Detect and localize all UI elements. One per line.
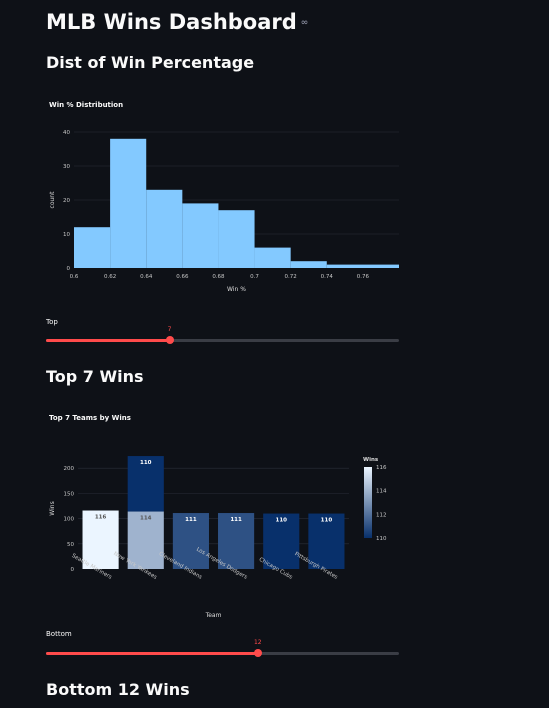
hist-x-tick: 0.68 bbox=[212, 274, 225, 280]
team-bar bbox=[263, 513, 300, 569]
bottom-slider-label: Bottom bbox=[46, 630, 72, 638]
hist-bar bbox=[146, 189, 183, 268]
top-slider-label: Top bbox=[46, 318, 58, 326]
colorbar bbox=[364, 467, 372, 538]
hist-bar bbox=[218, 210, 255, 268]
section-header-distribution: Dist of Win Percentage bbox=[46, 53, 255, 72]
bar-y-tick: 100 bbox=[64, 517, 75, 523]
histogram-title: Win % Distribution bbox=[49, 101, 124, 109]
colorbar-tick: 110 bbox=[376, 536, 387, 542]
hist-y-tick: 30 bbox=[63, 164, 70, 170]
bar-value-label: 116 bbox=[95, 515, 107, 521]
team-bar bbox=[127, 456, 164, 512]
bar-value-label: 111 bbox=[230, 517, 242, 523]
hist-bar bbox=[182, 203, 219, 268]
hist-y-tick: 20 bbox=[63, 198, 70, 204]
bar-y-axis-label: Wins bbox=[49, 501, 56, 515]
bar-chart-title: Top 7 Teams by Wins bbox=[49, 414, 131, 422]
hist-bar bbox=[290, 261, 327, 268]
colorbar-title: Wins bbox=[363, 457, 379, 463]
hist-x-tick: 0.6 bbox=[70, 274, 79, 280]
bar-value-label: 110 bbox=[276, 518, 288, 524]
hist-y-axis-label: count bbox=[49, 191, 56, 209]
bar-value-label: 114 bbox=[140, 516, 152, 522]
bar-y-tick: 200 bbox=[64, 466, 75, 472]
colorbar-tick: 112 bbox=[376, 512, 387, 518]
hist-x-axis-label: Win % bbox=[227, 286, 246, 293]
bottom-slider-fill bbox=[46, 652, 258, 655]
section-header-bottom: Bottom 12 Wins bbox=[46, 680, 190, 699]
hist-y-tick: 40 bbox=[63, 130, 70, 136]
hist-x-tick: 0.72 bbox=[285, 274, 297, 280]
bar-y-tick: 150 bbox=[64, 491, 75, 497]
hist-x-tick: 0.66 bbox=[176, 274, 189, 280]
top-slider-fill bbox=[46, 339, 170, 342]
bar-value-label: 110 bbox=[140, 460, 152, 466]
team-bar bbox=[172, 513, 209, 569]
bar-y-tick: 50 bbox=[67, 542, 74, 548]
histogram-chart[interactable]: 0 10 20 30 40 0.6 0.62 0.64 0.66 0.68 0.7 0.72 0.74 0… bbox=[40, 120, 410, 300]
hist-x-tick: 0.64 bbox=[140, 274, 153, 280]
top-slider-thumb[interactable] bbox=[165, 336, 174, 344]
top-slider-value: 7 bbox=[167, 326, 172, 333]
team-bar bbox=[308, 513, 345, 569]
hist-y-tick: 10 bbox=[63, 232, 70, 238]
bottom-slider-thumb[interactable] bbox=[253, 649, 262, 657]
hist-bar bbox=[110, 138, 147, 268]
page-title: MLB Wins Dashboard ∞ bbox=[46, 10, 308, 34]
hist-x-tick: 0.62 bbox=[104, 274, 116, 280]
section-header-top: Top 7 Wins bbox=[46, 367, 144, 386]
hist-x-tick: 0.7 bbox=[250, 274, 259, 280]
team-bar bbox=[218, 513, 255, 569]
bar-x-axis-label: Team bbox=[205, 612, 222, 619]
bar-value-label: 110 bbox=[321, 518, 333, 524]
team-bar bbox=[127, 511, 164, 569]
team-bar bbox=[82, 510, 119, 569]
top-slider[interactable]: 7 bbox=[46, 326, 399, 344]
colorbar-tick: 116 bbox=[376, 465, 387, 471]
hist-bar bbox=[74, 227, 111, 268]
page-title-text: MLB Wins Dashboard bbox=[46, 10, 297, 34]
colorbar-tick: 114 bbox=[376, 489, 387, 495]
bar-y-tick: 0 bbox=[71, 567, 75, 573]
hist-bar bbox=[254, 247, 291, 268]
hist-x-tick: 0.74 bbox=[321, 274, 334, 280]
hist-x-tick: 0.76 bbox=[357, 274, 370, 280]
hist-y-tick: 0 bbox=[67, 266, 71, 272]
link-icon[interactable]: ∞ bbox=[300, 18, 309, 28]
hist-bar bbox=[326, 264, 399, 268]
bottom-slider-value: 12 bbox=[253, 639, 262, 646]
bottom-slider[interactable]: 12 bbox=[46, 639, 399, 657]
bar-value-label: 111 bbox=[185, 517, 197, 523]
